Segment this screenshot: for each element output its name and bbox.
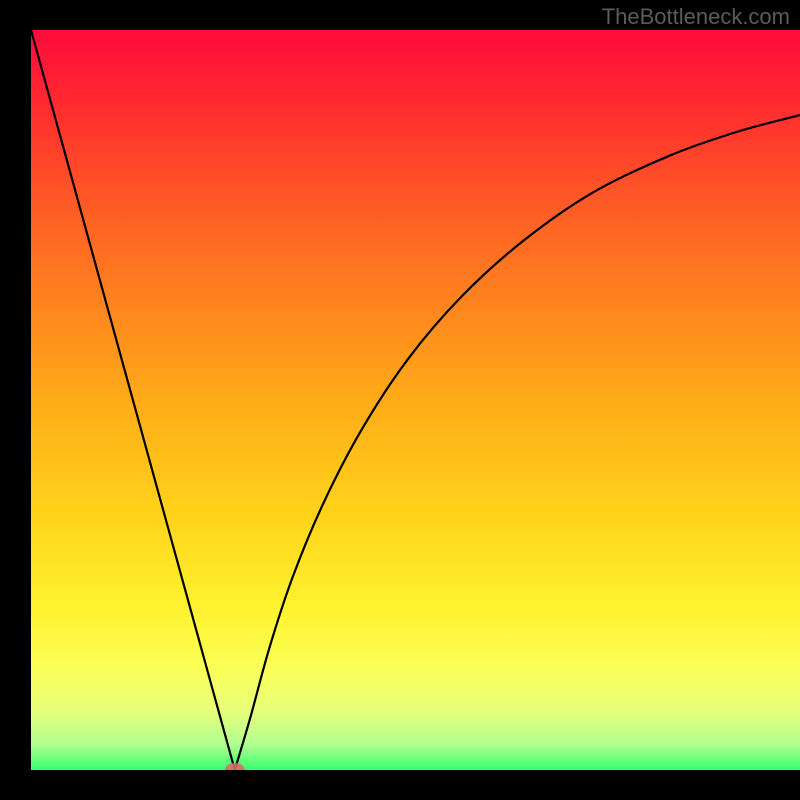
chart-container: TheBottleneck.com [0,0,800,800]
bottleneck-plot [0,0,800,800]
plot-background-gradient [31,30,800,770]
watermark-label: TheBottleneck.com [602,4,790,30]
